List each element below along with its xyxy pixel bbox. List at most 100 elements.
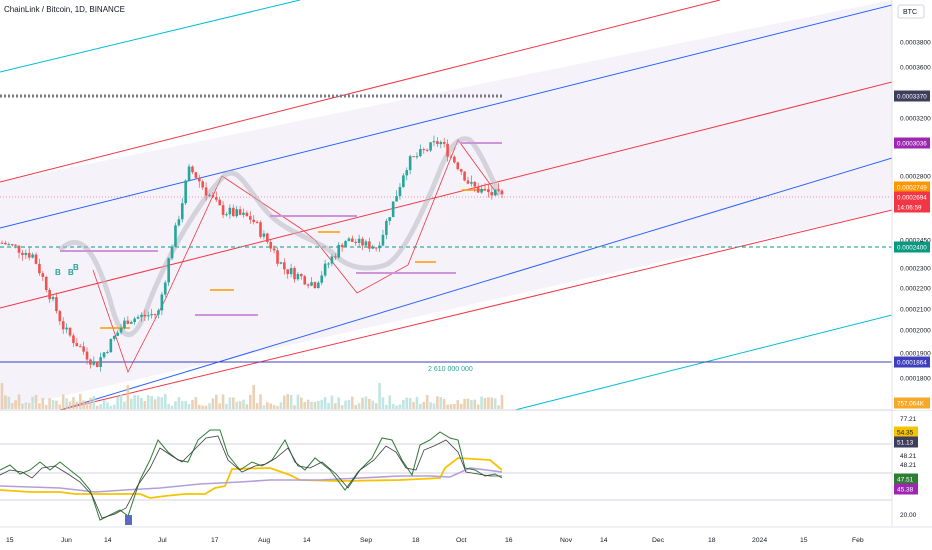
volume-bar [248, 394, 252, 409]
volume-bar [317, 401, 320, 409]
candle-body [44, 276, 48, 290]
candle-body [255, 222, 259, 224]
candle-body [27, 252, 31, 258]
candle [436, 137, 439, 147]
volume-bar [276, 405, 279, 409]
price-badge-text: 757.064K [897, 401, 925, 408]
rsi-pane[interactable] [0, 411, 892, 526]
time-axis[interactable] [0, 527, 932, 550]
volume-bar [44, 404, 48, 409]
volume-bar [221, 394, 225, 409]
rsi-dark-line [0, 435, 502, 519]
candle-body [201, 181, 204, 188]
rsi-marker[interactable] [125, 515, 132, 525]
candle-body [252, 219, 256, 223]
volume-bar [449, 404, 453, 409]
candle-body [313, 282, 317, 289]
candle-body [432, 141, 436, 143]
buy-marker[interactable]: B [73, 263, 79, 272]
cyan-channel-line-upper [0, 0, 301, 73]
volume-bar [191, 399, 194, 409]
volume-bar [385, 404, 388, 409]
volume-bar [286, 394, 290, 409]
candle-body [208, 194, 211, 196]
candle-body [408, 156, 412, 171]
candle-body [109, 339, 113, 353]
price-tick: 0.0002800 [900, 174, 931, 181]
candle [470, 175, 473, 187]
volume-bar [470, 399, 473, 409]
candle-body [116, 332, 119, 336]
time-tick: 18 [708, 537, 716, 544]
candle [272, 245, 276, 254]
candle-body [21, 252, 24, 256]
volume-bar [354, 404, 358, 409]
volume-bar [432, 403, 436, 409]
price-tick: 0.0003200 [900, 116, 931, 123]
price-badge-text: 0.0003370 [897, 94, 927, 101]
currency-button[interactable]: BTC [897, 4, 925, 19]
volume-bar [214, 394, 218, 409]
volume-bar [167, 403, 170, 409]
volume-bar [143, 401, 147, 409]
candle-body [187, 166, 191, 181]
buy-marker[interactable]: B [55, 268, 61, 277]
candle [160, 292, 164, 316]
candle-body [167, 258, 170, 283]
volume-bar [252, 384, 256, 409]
candle [89, 358, 92, 369]
buy-marker[interactable]: B [68, 268, 74, 277]
time-tick: Jul [158, 537, 167, 544]
candle-body [126, 320, 130, 324]
candle-body [51, 297, 55, 300]
time-tick: Aug [258, 537, 270, 544]
rsi-badge: 51.13 [894, 436, 918, 448]
candle-body [163, 282, 167, 295]
candle-body [381, 234, 385, 246]
volume-bar [133, 395, 136, 409]
candle [357, 234, 361, 247]
volume-bar [211, 398, 215, 409]
volume-bar [306, 399, 310, 409]
candle-body [361, 238, 364, 246]
candle [21, 250, 24, 261]
candle-body [272, 248, 276, 251]
volume-bar [38, 403, 41, 409]
time-tick: 15 [6, 537, 14, 544]
candle-body [429, 142, 432, 151]
volume-bar [184, 400, 187, 409]
candle-series[interactable] [0, 135, 504, 372]
candle [412, 156, 415, 158]
candle-body [357, 238, 361, 243]
candle [276, 247, 279, 267]
volume-bar [225, 404, 228, 409]
candle [368, 237, 371, 253]
rsi-tick: 48.21 [900, 462, 917, 469]
candle [0, 240, 4, 244]
volume-bar [157, 396, 160, 409]
candle-body [497, 189, 500, 191]
candle-body [422, 149, 426, 151]
volume-bar [415, 396, 419, 409]
candle-body [160, 294, 164, 311]
volume-bar [337, 397, 341, 409]
price-tick: 0.0001900 [900, 351, 931, 358]
volume-bar [160, 397, 164, 409]
candle-body [17, 245, 21, 253]
candle-body [85, 351, 89, 360]
volume-bar [116, 396, 119, 409]
rsi-tick: 48.21 [900, 453, 917, 460]
volume-bar [344, 400, 347, 409]
candle [10, 243, 14, 247]
volume-bar [238, 401, 242, 409]
candle-body [388, 217, 392, 221]
volume-bar [408, 398, 412, 409]
candle-body [129, 322, 133, 324]
candle [473, 180, 477, 193]
candle [85, 347, 89, 365]
candle [150, 308, 153, 319]
candle-body [483, 188, 487, 190]
volume-bar [75, 401, 79, 409]
volume-bar [422, 401, 426, 409]
